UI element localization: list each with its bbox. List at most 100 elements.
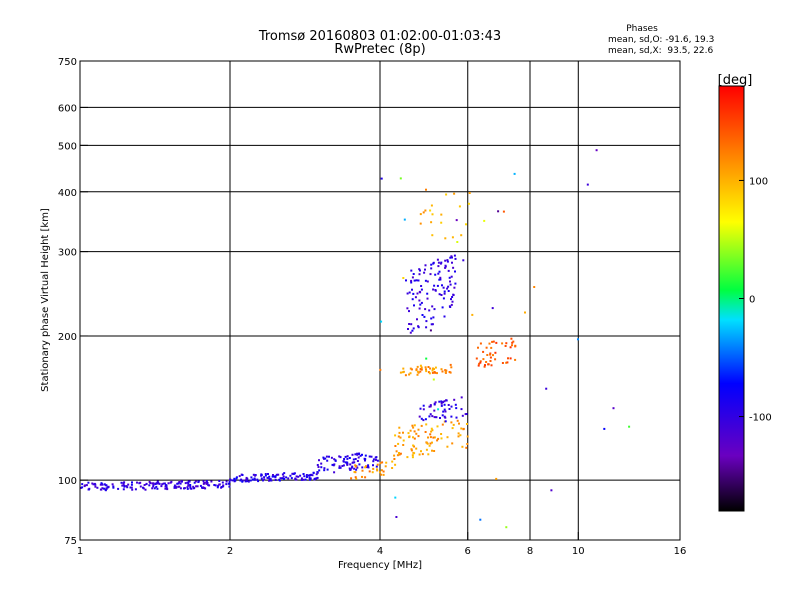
- data-point: [454, 257, 457, 260]
- data-point: [586, 183, 589, 186]
- data-point: [491, 340, 494, 343]
- data-point: [441, 306, 444, 309]
- data-point: [342, 464, 345, 467]
- data-point: [343, 458, 346, 460]
- data-point: [454, 403, 457, 406]
- data-point: [194, 480, 197, 483]
- data-point: [434, 401, 437, 404]
- data-point: [297, 475, 300, 478]
- data-point: [380, 473, 383, 476]
- data-point: [103, 487, 105, 490]
- data-point: [441, 423, 444, 426]
- data-point: [250, 476, 253, 479]
- data-point: [431, 449, 433, 452]
- data-point: [509, 357, 512, 360]
- data-point: [260, 473, 263, 476]
- data-point: [465, 446, 468, 449]
- data-point: [402, 431, 404, 434]
- data-point: [444, 420, 447, 423]
- data-point: [431, 323, 434, 326]
- data-point: [429, 413, 432, 416]
- data-point: [451, 296, 454, 298]
- data-point: [399, 371, 402, 374]
- data-point: [430, 221, 433, 224]
- data-point: [382, 473, 385, 476]
- data-point: [275, 473, 278, 476]
- data-point: [408, 323, 411, 325]
- data-point: [430, 267, 433, 270]
- data-point: [441, 284, 443, 287]
- data-point: [440, 213, 443, 216]
- data-point: [427, 366, 430, 368]
- data-point: [291, 472, 294, 475]
- data-point: [431, 441, 433, 444]
- data-point: [349, 463, 352, 466]
- data-point: [491, 307, 494, 310]
- data-point: [504, 345, 507, 347]
- data-point: [356, 466, 359, 469]
- data-point: [411, 424, 414, 427]
- data-point: [428, 309, 431, 312]
- data-point: [495, 477, 498, 480]
- data-point: [399, 177, 402, 180]
- data-point: [462, 428, 465, 431]
- data-point: [339, 456, 342, 459]
- data-point: [457, 432, 460, 435]
- data-point: [205, 482, 208, 485]
- data-point: [99, 483, 102, 486]
- data-point: [361, 466, 364, 469]
- data-point: [425, 326, 428, 329]
- data-point: [430, 323, 433, 326]
- data-point: [513, 172, 516, 175]
- data-point: [238, 475, 241, 478]
- data-point: [355, 468, 358, 471]
- data-point: [263, 476, 266, 479]
- data-point: [439, 276, 442, 279]
- data-point: [445, 193, 448, 196]
- data-point: [492, 340, 495, 343]
- data-point: [139, 485, 142, 488]
- x-tick-label: 1: [77, 546, 83, 557]
- data-point: [299, 474, 302, 477]
- data-point: [302, 473, 305, 475]
- data-point: [436, 372, 438, 375]
- data-point: [509, 346, 512, 349]
- data-point: [427, 371, 430, 374]
- data-point: [246, 480, 249, 483]
- data-point: [148, 480, 151, 483]
- data-point: [166, 488, 169, 491]
- data-point: [431, 415, 434, 418]
- data-point: [430, 317, 433, 320]
- data-point: [300, 477, 303, 480]
- data-point: [320, 462, 323, 465]
- data-point: [381, 461, 384, 464]
- data-point: [354, 464, 357, 467]
- data-point: [352, 458, 355, 461]
- data-point: [240, 478, 243, 481]
- data-point: [440, 294, 443, 296]
- data-point: [425, 368, 427, 371]
- data-point: [318, 469, 321, 472]
- data-point: [176, 482, 179, 485]
- data-point: [314, 477, 317, 480]
- data-point: [149, 482, 152, 484]
- data-point: [157, 481, 160, 484]
- data-point: [358, 463, 361, 466]
- data-point: [456, 241, 459, 243]
- data-point: [466, 423, 468, 425]
- data-point: [409, 367, 412, 370]
- data-point: [94, 485, 97, 488]
- data-point: [466, 435, 469, 438]
- data-point: [197, 480, 200, 483]
- data-point: [494, 358, 497, 361]
- data-point: [422, 211, 425, 214]
- data-point: [234, 479, 237, 482]
- data-point: [490, 346, 493, 349]
- data-point: [356, 452, 359, 455]
- data-point: [413, 452, 416, 455]
- data-point: [412, 327, 415, 330]
- data-point: [455, 407, 458, 410]
- data-point: [218, 480, 221, 482]
- data-point: [344, 461, 347, 464]
- data-point: [444, 410, 447, 413]
